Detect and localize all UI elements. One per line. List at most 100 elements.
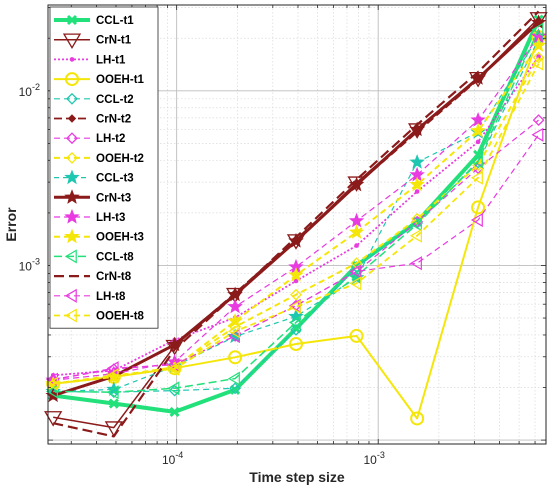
- legend-marker-crn-t1: [62, 33, 82, 49]
- series-crn-t8: [52, 10, 540, 438]
- data-point-ooeh-t8: [470, 170, 483, 185]
- data-point-lh-t1: [414, 189, 420, 194]
- plot-frame: [47, 4, 547, 445]
- data-point-ccl-t3: [409, 154, 425, 169]
- data-point-ccl-t8: [106, 385, 119, 400]
- legend: CCL-t1 CrN-t1 LH-t1 OOEH-t1 CCL-t2 CrN-t2 LH-t…: [49, 6, 159, 329]
- legend-item-ooeh-t8: OOEH-t8: [54, 308, 145, 323]
- y-tick-label: 10-3: [19, 256, 40, 273]
- legend-label-ccl-t2: CCL-t2: [96, 94, 134, 106]
- legend-label-ooeh-t1: OOEH-t1: [96, 74, 145, 86]
- legend-label-lh-t1: LH-t1: [96, 54, 126, 66]
- data-point-ccl-t2: [168, 384, 181, 397]
- legend-label-crn-t3: CrN-t3: [96, 192, 131, 204]
- legend-marker-crn-t3: [64, 189, 80, 204]
- legend-label-ooeh-t2: OOEH-t2: [96, 153, 144, 165]
- data-point-lh-t8: [106, 361, 119, 376]
- data-point-ccl-t1: [230, 384, 241, 395]
- data-point-crn-t3: [409, 121, 425, 137]
- data-point-ccl-t8: [45, 384, 58, 399]
- legend-label-crn-t8: CrN-t8: [96, 271, 132, 283]
- x-axis-label: Time step size: [249, 469, 345, 485]
- data-point-ooeh-t2: [472, 159, 485, 172]
- data-point-ooeh-t8: [167, 361, 180, 376]
- data-point-ccl-t2: [229, 382, 242, 395]
- data-point-ooeh-t1: [471, 200, 486, 215]
- legend-item-ooeh-t1: OOEH-t1: [54, 72, 145, 87]
- legend-item-lh-t3: LH-t3: [54, 208, 125, 224]
- legend-item-ccl-t1: CCL-t1: [54, 14, 134, 27]
- legend-item-lh-t8: LH-t8: [54, 288, 126, 303]
- data-point-ooeh-t3: [530, 37, 547, 53]
- data-point-ooeh-t1: [349, 328, 364, 343]
- legend-item-crn-t8: CrN-t8: [54, 271, 132, 283]
- legend-marker-ooeh-t8: [64, 308, 77, 323]
- legend-item-lh-t1: LH-t1: [54, 54, 126, 66]
- data-point-lh-t1: [293, 278, 299, 284]
- data-point-lh-t8: [531, 127, 544, 142]
- series-line-lh-t3: [53, 36, 540, 381]
- legend-label-lh-t2: LH-t2: [96, 133, 125, 145]
- series-layer: [44, 10, 548, 438]
- data-point-ccl-t8: [531, 22, 544, 37]
- data-point-ooeh-t3: [348, 224, 365, 239]
- series-line-ooeh-t8: [53, 63, 540, 385]
- data-point-ooeh-t8: [227, 324, 240, 339]
- data-point-ooeh-t2: [290, 288, 302, 301]
- legend-marker-ccl-t3: [64, 169, 80, 185]
- legend-item-ooeh-t2: OOEH-t2: [54, 151, 144, 165]
- data-point-lh-t8: [349, 264, 362, 279]
- legend-marker-ooeh-t1: [65, 72, 79, 87]
- data-point-ccl-t1: [108, 398, 119, 409]
- series-line-lh-t8: [53, 134, 540, 381]
- data-point-ooeh-t3: [288, 267, 304, 282]
- legend-item-ccl-t8: CCL-t8: [54, 249, 134, 264]
- data-point-ccl-t8: [167, 381, 180, 396]
- data-point-lh-t1: [475, 139, 481, 145]
- data-point-ooeh-t8: [349, 276, 362, 291]
- data-point-lh-t8: [470, 212, 483, 228]
- legend-label-lh-t3: LH-t3: [96, 212, 125, 224]
- x-tick-labels: 10-4 10-3: [162, 450, 385, 467]
- data-point-ooeh-t1: [228, 350, 243, 365]
- legend-marker-lh-t1: [69, 57, 75, 62]
- tick-marks: [48, 5, 546, 444]
- data-point-ooeh-t8: [409, 228, 422, 243]
- data-point-ccl-t8: [227, 371, 240, 386]
- series-ooeh-t8: [45, 56, 544, 391]
- legend-marker-lh-t2: [66, 132, 78, 145]
- data-point-crn-t3: [166, 336, 183, 352]
- data-point-lh-t8: [409, 256, 422, 271]
- data-point-ccl-t8: [470, 154, 483, 169]
- series-ccl-t8: [45, 22, 544, 400]
- data-point-crn-t3: [227, 286, 243, 302]
- legend-marker-crn-t2: [67, 114, 77, 123]
- legend-item-lh-t2: LH-t2: [54, 132, 125, 145]
- data-point-ccl-t8: [409, 217, 422, 232]
- x-tick-label: 10-4: [162, 450, 183, 467]
- data-point-ooeh-t1: [410, 411, 425, 426]
- data-point-crn-t1: [44, 411, 63, 427]
- legend-marker-lh-t3: [64, 208, 80, 224]
- data-point-ccl-t8: [288, 315, 301, 330]
- series-line-ccl-t8: [53, 29, 540, 393]
- legend-item-ccl-t2: CCL-t2: [54, 92, 134, 106]
- y-axis-label: Error: [3, 207, 19, 242]
- data-point-lh-t2: [532, 114, 545, 126]
- y-tick-label: 10-2: [19, 82, 40, 99]
- data-point-ooeh-t3: [409, 176, 425, 192]
- legend-item-ccl-t3: CCL-t3: [54, 169, 134, 185]
- legend-marker-ccl-t1: [66, 14, 78, 26]
- legend-marker-ooeh-t2: [66, 151, 78, 164]
- data-point-ooeh-t2: [532, 51, 545, 64]
- data-point-lh-t3: [227, 298, 243, 314]
- data-point-ccl-t1: [351, 260, 362, 271]
- legend-marker-ccl-t2: [66, 92, 78, 105]
- data-point-crn-t3: [348, 176, 365, 192]
- data-point-ooeh-t8: [45, 376, 58, 391]
- legend-box: [49, 6, 159, 329]
- data-point-ooeh-t1: [289, 337, 304, 352]
- data-point-ooeh-t8: [531, 56, 544, 71]
- legend-label-crn-t1: CrN-t1: [96, 35, 132, 47]
